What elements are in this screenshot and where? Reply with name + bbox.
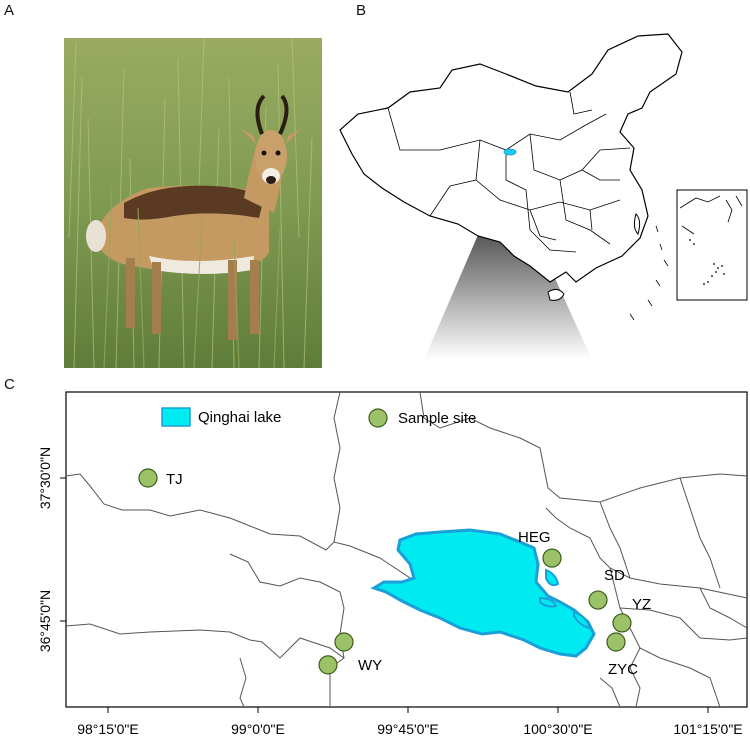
china-overview-map	[339, 33, 748, 360]
qinghai-lake-marker	[503, 148, 517, 156]
legend-site-label: Sample site	[398, 410, 476, 427]
sample-site-marker	[334, 632, 354, 652]
zoom-cone	[424, 170, 592, 360]
sample-site-marker	[612, 613, 632, 633]
sample-site-marker	[606, 632, 626, 652]
axes: 98°15'0"E 99°0'0"E 99°45'0"E 100°30'0"E 101°…	[37, 447, 743, 737]
x-axis-tick-label: 101°15'0"E	[673, 721, 742, 737]
antelope	[86, 94, 302, 340]
sample-site-marker	[138, 468, 158, 488]
legend-site-symbol	[368, 408, 388, 428]
admin-boundaries	[65, 391, 748, 708]
x-axis-tick-label: 99°0'0"E	[231, 721, 285, 737]
sample-site-marker	[318, 655, 338, 675]
china-outline	[339, 33, 683, 283]
panel-label-a: A	[4, 2, 15, 19]
sample-site-label: HEG	[518, 529, 551, 546]
lake-islet-southeast	[539, 596, 558, 608]
inset-islands	[689, 239, 725, 285]
sample-site-marker	[588, 590, 608, 610]
x-axis-tick-label: 100°30'0"E	[523, 721, 592, 737]
sample-site-label: ZYC	[608, 661, 638, 678]
panel-label-c: C	[4, 376, 15, 393]
sample-site-label: TJ	[166, 471, 183, 488]
x-axis-tick-label: 98°15'0"E	[77, 721, 139, 737]
y-axis-tick-label: 36°45'0"N	[37, 590, 53, 652]
x-axis-tick-label: 99°45'0"E	[377, 721, 439, 737]
legend-lake-label: Qinghai lake	[198, 409, 281, 426]
sample-site-label: WY	[358, 657, 382, 674]
south-china-sea-inset	[676, 189, 748, 301]
lake-islet-south	[573, 610, 592, 630]
grass-blades	[68, 38, 313, 368]
hainan-island	[547, 288, 565, 301]
sample-site-label: SD	[604, 567, 625, 584]
sample-site-label: YZ	[632, 596, 651, 613]
qinghai-region-map: Qinghai lake Sample site TJHEGSDYZZYCWY …	[37, 391, 748, 737]
panel-label-b: B	[356, 2, 367, 19]
y-axis-tick-label: 37°30'0"N	[37, 447, 53, 509]
antelope-photo	[64, 38, 322, 368]
sample-sites: TJ HEG SD YZ ZYC WY	[138, 468, 651, 678]
legend-lake-swatch	[161, 407, 191, 427]
taiwan-island	[633, 213, 641, 235]
province-boundaries	[387, 91, 631, 253]
qinghai-lake	[370, 528, 596, 658]
lake-islet-east	[545, 568, 560, 587]
sample-site-marker	[542, 548, 562, 568]
